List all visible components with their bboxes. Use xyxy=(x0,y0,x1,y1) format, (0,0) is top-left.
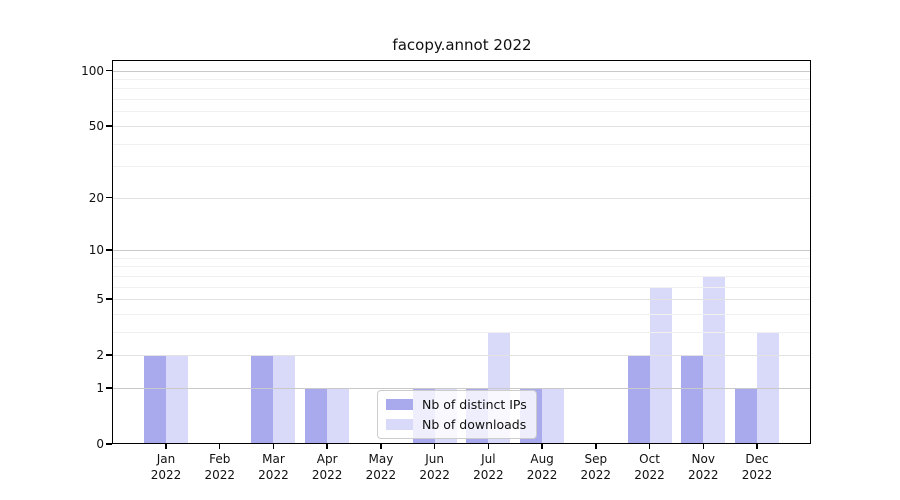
x-tick-label: Nov 2022 xyxy=(687,452,719,482)
gridline xyxy=(112,99,811,101)
x-tick-label: Mar 2022 xyxy=(258,452,289,482)
bar-downloads xyxy=(327,387,350,444)
x-tick xyxy=(272,444,275,449)
x-tick-label: Jul 2022 xyxy=(473,452,504,482)
gridline xyxy=(112,143,811,145)
y-tick xyxy=(106,387,112,389)
y-tick-label: 100 xyxy=(81,63,104,78)
legend-swatch-distinct-ips xyxy=(386,399,413,410)
legend-label-downloads: Nb of downloads xyxy=(422,417,527,432)
x-tick-label: Feb 2022 xyxy=(204,452,235,482)
gridline xyxy=(112,79,811,81)
gridline xyxy=(112,125,811,127)
bar-distinct-ips xyxy=(251,355,274,444)
x-tick xyxy=(433,444,436,449)
y-tick-label: 5 xyxy=(96,292,104,307)
x-tick-label: Jun 2022 xyxy=(419,452,450,482)
x-tick xyxy=(702,444,705,449)
bar-downloads xyxy=(649,286,672,444)
x-tick xyxy=(380,444,382,449)
y-tick xyxy=(106,298,112,300)
gridline xyxy=(112,70,811,72)
y-tick xyxy=(106,125,112,127)
x-tick xyxy=(218,444,221,449)
y-tick-label: 2 xyxy=(96,348,104,363)
x-tick xyxy=(487,444,490,449)
gridline xyxy=(112,286,811,288)
x-tick xyxy=(595,444,597,449)
legend-label-distinct-ips: Nb of distinct IPs xyxy=(422,397,527,412)
plot-area xyxy=(112,60,811,444)
x-tick-label: Sep 2022 xyxy=(580,452,612,482)
y-tick xyxy=(106,443,112,445)
x-tick-label: Oct 2022 xyxy=(634,452,665,482)
gridline xyxy=(112,111,811,113)
x-tick xyxy=(326,444,328,449)
x-tick-label: Apr 2022 xyxy=(311,452,343,482)
gridline xyxy=(112,299,811,301)
y-tick-label: 0 xyxy=(96,437,104,451)
y-tick xyxy=(106,69,112,72)
gridline xyxy=(112,266,811,268)
gridline xyxy=(112,331,811,333)
bar-downloads xyxy=(703,275,726,444)
y-tick xyxy=(106,196,112,199)
y-tick-label: 10 xyxy=(88,242,104,257)
bar-downloads xyxy=(542,387,565,444)
gridline xyxy=(112,249,811,251)
x-tick xyxy=(165,444,167,449)
bar-distinct-ips xyxy=(681,355,704,444)
x-tick-label: May 2022 xyxy=(365,452,397,482)
legend-item-downloads: Nb of downloads xyxy=(386,417,527,432)
gridline xyxy=(112,166,811,168)
bar-distinct-ips xyxy=(734,387,757,444)
legend-item-distinct-ips: Nb of distinct IPs xyxy=(386,397,527,412)
chart-title: facopy.annot 2022 xyxy=(392,36,532,54)
gridline xyxy=(112,313,811,315)
y-tick-label: 1 xyxy=(96,380,104,395)
x-tick xyxy=(541,444,543,449)
y-tick xyxy=(106,354,112,356)
legend: Nb of distinct IPs Nb of downloads xyxy=(377,390,537,439)
gridline xyxy=(112,387,811,389)
gridline xyxy=(112,275,811,277)
bar-downloads xyxy=(273,355,296,444)
gridline xyxy=(112,197,811,199)
gridline xyxy=(112,355,811,357)
x-tick-label: Aug 2022 xyxy=(526,452,558,482)
y-tick-label: 20 xyxy=(88,190,104,205)
bar-distinct-ips xyxy=(305,387,328,444)
bar-distinct-ips xyxy=(144,355,166,444)
bar-distinct-ips xyxy=(627,355,650,444)
gridline xyxy=(112,257,811,259)
y-tick xyxy=(106,249,112,251)
bar-downloads xyxy=(166,355,188,444)
x-tick-label: Dec 2022 xyxy=(741,452,773,482)
x-tick-label: Jan 2022 xyxy=(150,452,182,482)
legend-swatch-downloads xyxy=(386,419,413,430)
y-tick-label: 50 xyxy=(88,118,104,133)
x-tick xyxy=(648,444,651,449)
gridline xyxy=(112,88,811,90)
x-tick xyxy=(756,444,758,449)
